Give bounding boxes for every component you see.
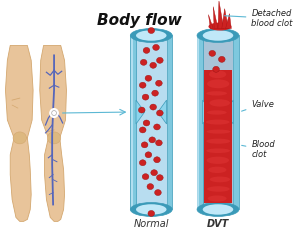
Ellipse shape <box>130 28 172 42</box>
Ellipse shape <box>151 170 158 176</box>
Ellipse shape <box>208 167 226 173</box>
Ellipse shape <box>47 132 61 144</box>
Ellipse shape <box>150 62 157 68</box>
Ellipse shape <box>130 202 172 216</box>
Ellipse shape <box>140 160 146 166</box>
Ellipse shape <box>142 174 149 180</box>
Polygon shape <box>197 36 203 210</box>
Ellipse shape <box>142 94 149 100</box>
Polygon shape <box>10 138 31 221</box>
Polygon shape <box>130 36 136 210</box>
Ellipse shape <box>206 91 227 96</box>
Ellipse shape <box>13 132 26 144</box>
Polygon shape <box>204 70 232 202</box>
Ellipse shape <box>207 157 229 164</box>
Ellipse shape <box>207 110 226 115</box>
Polygon shape <box>197 36 200 210</box>
Ellipse shape <box>152 90 158 96</box>
Text: Body flow: Body flow <box>97 13 181 28</box>
Ellipse shape <box>154 190 161 196</box>
Ellipse shape <box>218 56 225 62</box>
Polygon shape <box>226 14 231 28</box>
Ellipse shape <box>148 27 154 33</box>
Text: Valve: Valve <box>242 100 274 111</box>
Ellipse shape <box>206 119 230 125</box>
Ellipse shape <box>197 202 239 216</box>
Ellipse shape <box>154 157 160 163</box>
Ellipse shape <box>136 30 167 41</box>
Ellipse shape <box>208 23 231 31</box>
Ellipse shape <box>145 75 152 81</box>
Ellipse shape <box>203 204 233 215</box>
Polygon shape <box>203 100 211 124</box>
Ellipse shape <box>206 148 230 153</box>
Polygon shape <box>167 36 172 210</box>
Polygon shape <box>158 100 167 124</box>
Ellipse shape <box>147 184 154 190</box>
Ellipse shape <box>207 79 230 88</box>
Ellipse shape <box>140 82 146 88</box>
Polygon shape <box>208 15 213 28</box>
Polygon shape <box>40 46 67 138</box>
Polygon shape <box>218 1 224 28</box>
Text: Detached
blood clot: Detached blood clot <box>225 9 293 28</box>
Ellipse shape <box>157 110 163 116</box>
Ellipse shape <box>207 130 230 134</box>
Ellipse shape <box>153 44 159 50</box>
Ellipse shape <box>208 196 226 202</box>
Ellipse shape <box>148 210 154 216</box>
Ellipse shape <box>140 59 147 65</box>
Ellipse shape <box>210 177 230 182</box>
Ellipse shape <box>154 124 160 130</box>
Ellipse shape <box>209 50 216 56</box>
Polygon shape <box>203 36 233 210</box>
Polygon shape <box>222 9 229 28</box>
Ellipse shape <box>157 57 163 63</box>
Ellipse shape <box>209 99 230 107</box>
Ellipse shape <box>156 140 162 146</box>
Text: DVT: DVT <box>207 219 229 229</box>
Polygon shape <box>233 36 239 210</box>
Ellipse shape <box>203 30 233 41</box>
Ellipse shape <box>213 66 219 72</box>
Ellipse shape <box>138 107 145 113</box>
Ellipse shape <box>150 104 157 110</box>
Ellipse shape <box>206 139 230 144</box>
Polygon shape <box>44 138 64 221</box>
Ellipse shape <box>141 142 148 148</box>
Ellipse shape <box>207 186 230 192</box>
Text: Normal: Normal <box>134 219 169 229</box>
Ellipse shape <box>197 28 239 42</box>
Text: Blood
clot: Blood clot <box>242 140 275 159</box>
Ellipse shape <box>143 120 150 126</box>
Ellipse shape <box>145 152 152 158</box>
Circle shape <box>50 109 58 118</box>
Ellipse shape <box>136 204 167 215</box>
Ellipse shape <box>157 175 163 181</box>
Polygon shape <box>136 36 167 210</box>
Ellipse shape <box>143 47 150 53</box>
Polygon shape <box>5 46 33 138</box>
Polygon shape <box>225 100 233 124</box>
Polygon shape <box>213 7 218 28</box>
Ellipse shape <box>156 80 162 86</box>
Polygon shape <box>136 100 145 124</box>
Ellipse shape <box>149 137 156 143</box>
Polygon shape <box>131 36 133 210</box>
Ellipse shape <box>209 70 226 78</box>
Ellipse shape <box>140 127 146 133</box>
